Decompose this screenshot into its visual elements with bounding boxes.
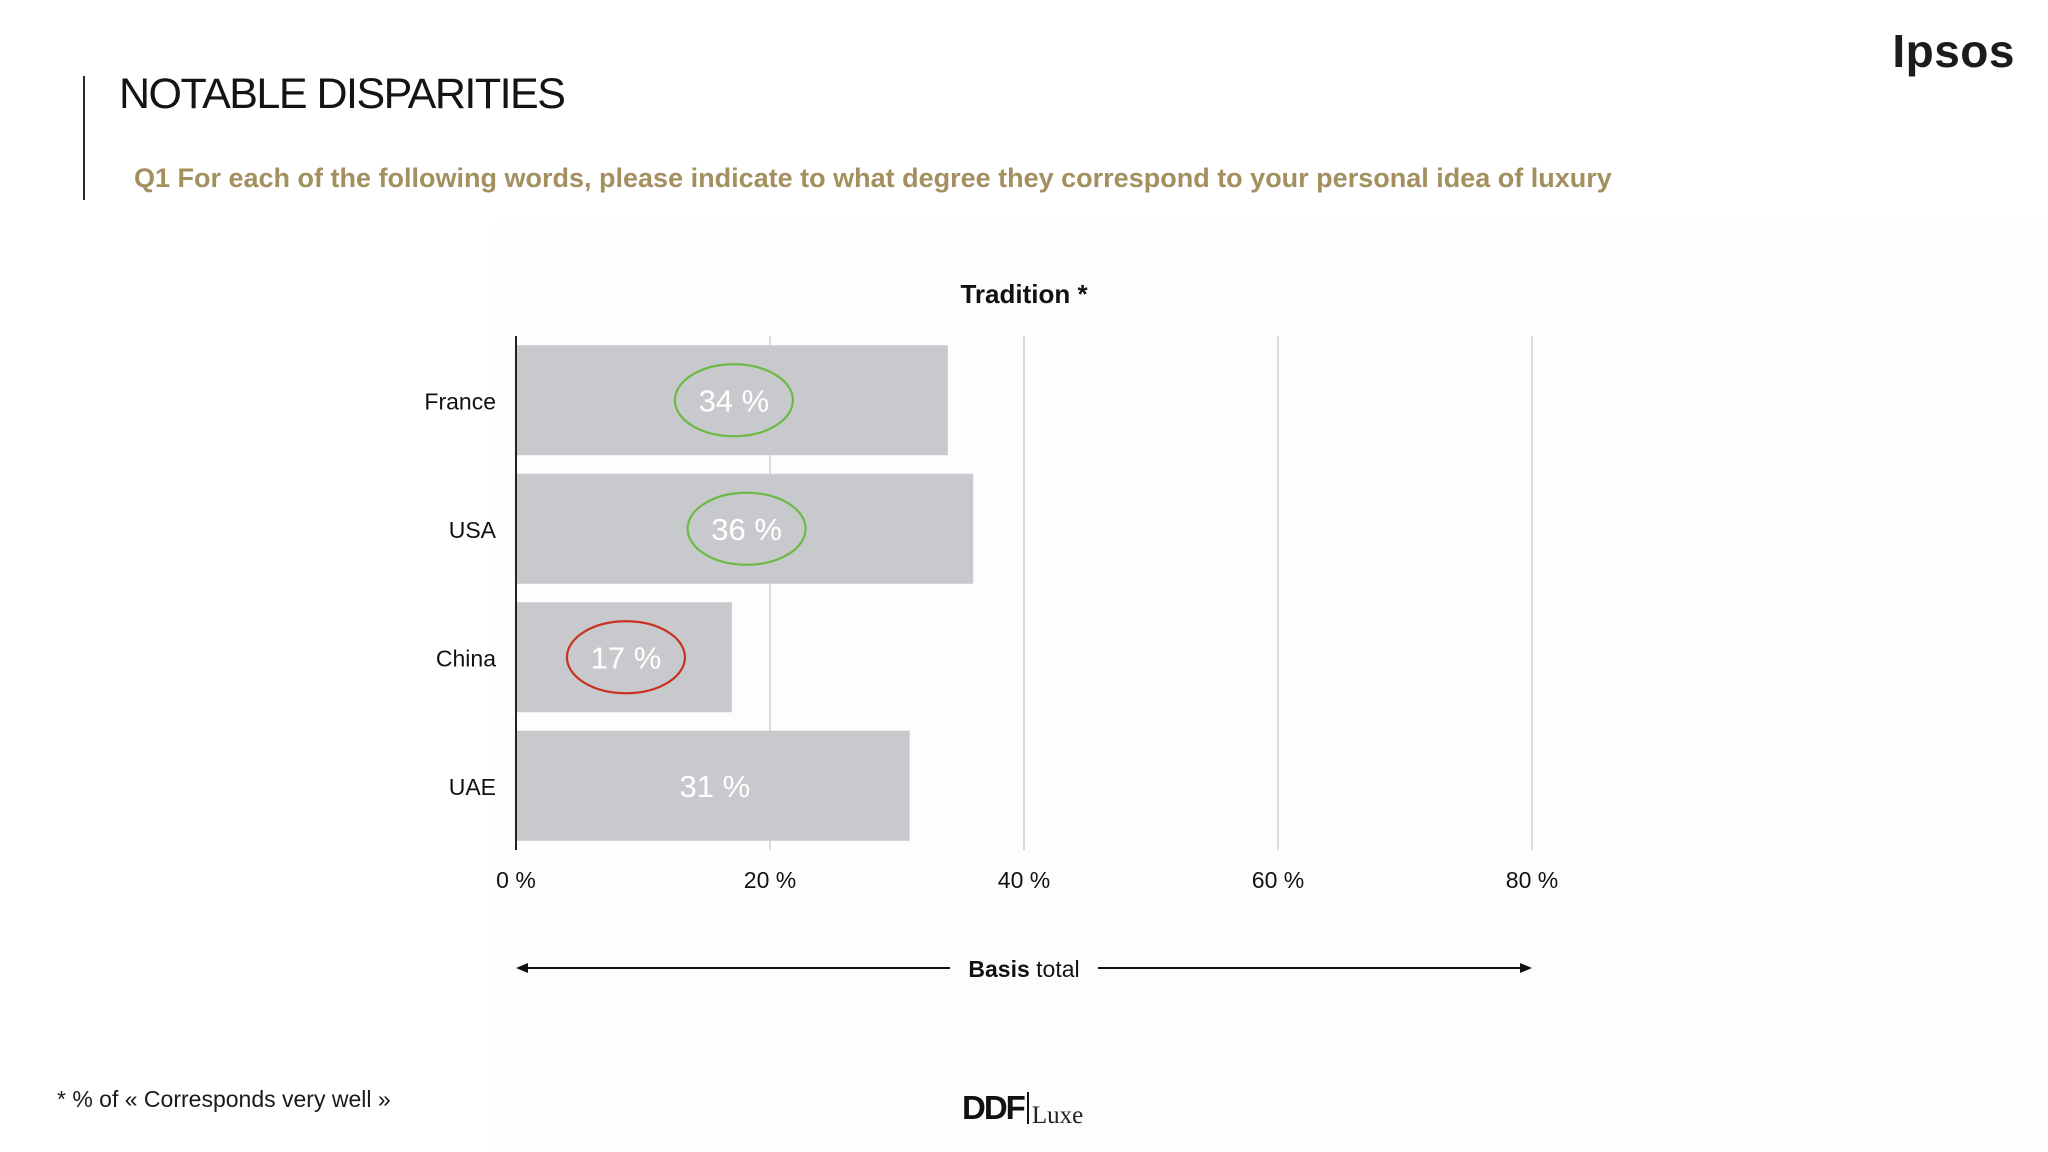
data-label: 17 % bbox=[591, 640, 662, 675]
category-label: UAE bbox=[449, 774, 496, 800]
x-tick-label: 80 % bbox=[1506, 867, 1558, 893]
footer-logo-divider bbox=[1026, 1092, 1029, 1124]
basis-arrowhead-right bbox=[1520, 963, 1532, 973]
footnote: * % of « Corresponds very well » bbox=[57, 1086, 391, 1112]
x-tick-label: 60 % bbox=[1252, 867, 1304, 893]
question-text: Q1 For each of the following words, plea… bbox=[134, 163, 1612, 193]
basis-label-rest: total bbox=[1030, 956, 1080, 982]
footer-logo: DDF Luxe bbox=[962, 1080, 1083, 1128]
highlight-ellipse bbox=[565, 620, 687, 695]
data-label: 31 % bbox=[680, 769, 751, 804]
x-tick-label: 0 % bbox=[496, 867, 536, 893]
highlight-ellipse bbox=[686, 491, 807, 566]
category-label: China bbox=[436, 645, 496, 671]
basis-arrowhead-left bbox=[516, 963, 528, 973]
category-label: France bbox=[424, 388, 496, 414]
chart-title: Tradition * bbox=[960, 279, 1088, 309]
basis-label-bold: Basis bbox=[968, 956, 1029, 982]
footer-logo-word: Luxe bbox=[1031, 1102, 1084, 1129]
data-label: 34 % bbox=[699, 383, 770, 418]
highlight-ellipse bbox=[673, 363, 795, 438]
x-tick-label: 40 % bbox=[998, 867, 1050, 893]
bar bbox=[516, 730, 910, 841]
basis-label: Basis total bbox=[968, 956, 1079, 982]
title-rule bbox=[83, 76, 85, 200]
category-label: USA bbox=[449, 517, 497, 543]
brand-logo: Ipsos bbox=[1892, 25, 2015, 77]
data-label: 36 % bbox=[711, 512, 782, 547]
x-tick-label: 20 % bbox=[744, 867, 796, 893]
footer-logo-mark: DDF bbox=[962, 1089, 1026, 1126]
page-title: NOTABLE DISPARITIES bbox=[119, 70, 566, 118]
